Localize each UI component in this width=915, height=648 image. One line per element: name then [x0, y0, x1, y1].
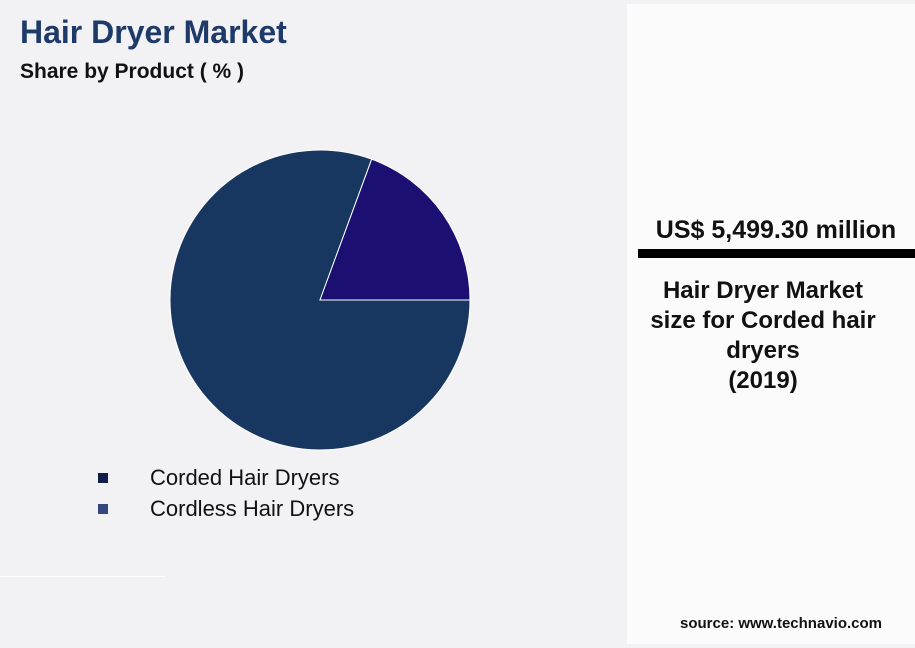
legend-item-cordless: Cordless Hair Dryers	[98, 493, 354, 524]
divider-bar	[638, 249, 915, 258]
chart-title: Hair Dryer Market	[20, 14, 287, 50]
description-line: (2019)	[728, 367, 798, 394]
legend-label: Cordless Hair Dryers	[150, 495, 355, 521]
stat-panel: US$ 5,499.30 million	[627, 4, 915, 644]
legend: Corded Hair Dryers Cordless Hair Dryers	[98, 462, 354, 524]
legend-swatch-cordless	[98, 503, 108, 514]
pie-slice-cordless	[319, 158, 471, 301]
chart-subtitle: Share by Product ( % )	[20, 60, 245, 83]
market-size-value: US$ 5,499.30 million	[655, 216, 897, 244]
description-line: Hair Dryer Market	[662, 277, 864, 304]
market-size-description: Hair Dryer Market size for Corded hair d…	[627, 276, 899, 396]
pie-chart	[169, 149, 471, 451]
description-line: dryers	[726, 337, 800, 364]
pie-slice-corded	[169, 149, 471, 451]
legend-label: Corded Hair Dryers	[150, 464, 340, 490]
legend-item-corded: Corded Hair Dryers	[98, 462, 354, 493]
divider	[0, 576, 165, 577]
source-note: source: www.technavio.com	[680, 615, 882, 632]
description-line: size for Corded hair	[650, 307, 876, 334]
legend-swatch-corded	[98, 472, 108, 483]
